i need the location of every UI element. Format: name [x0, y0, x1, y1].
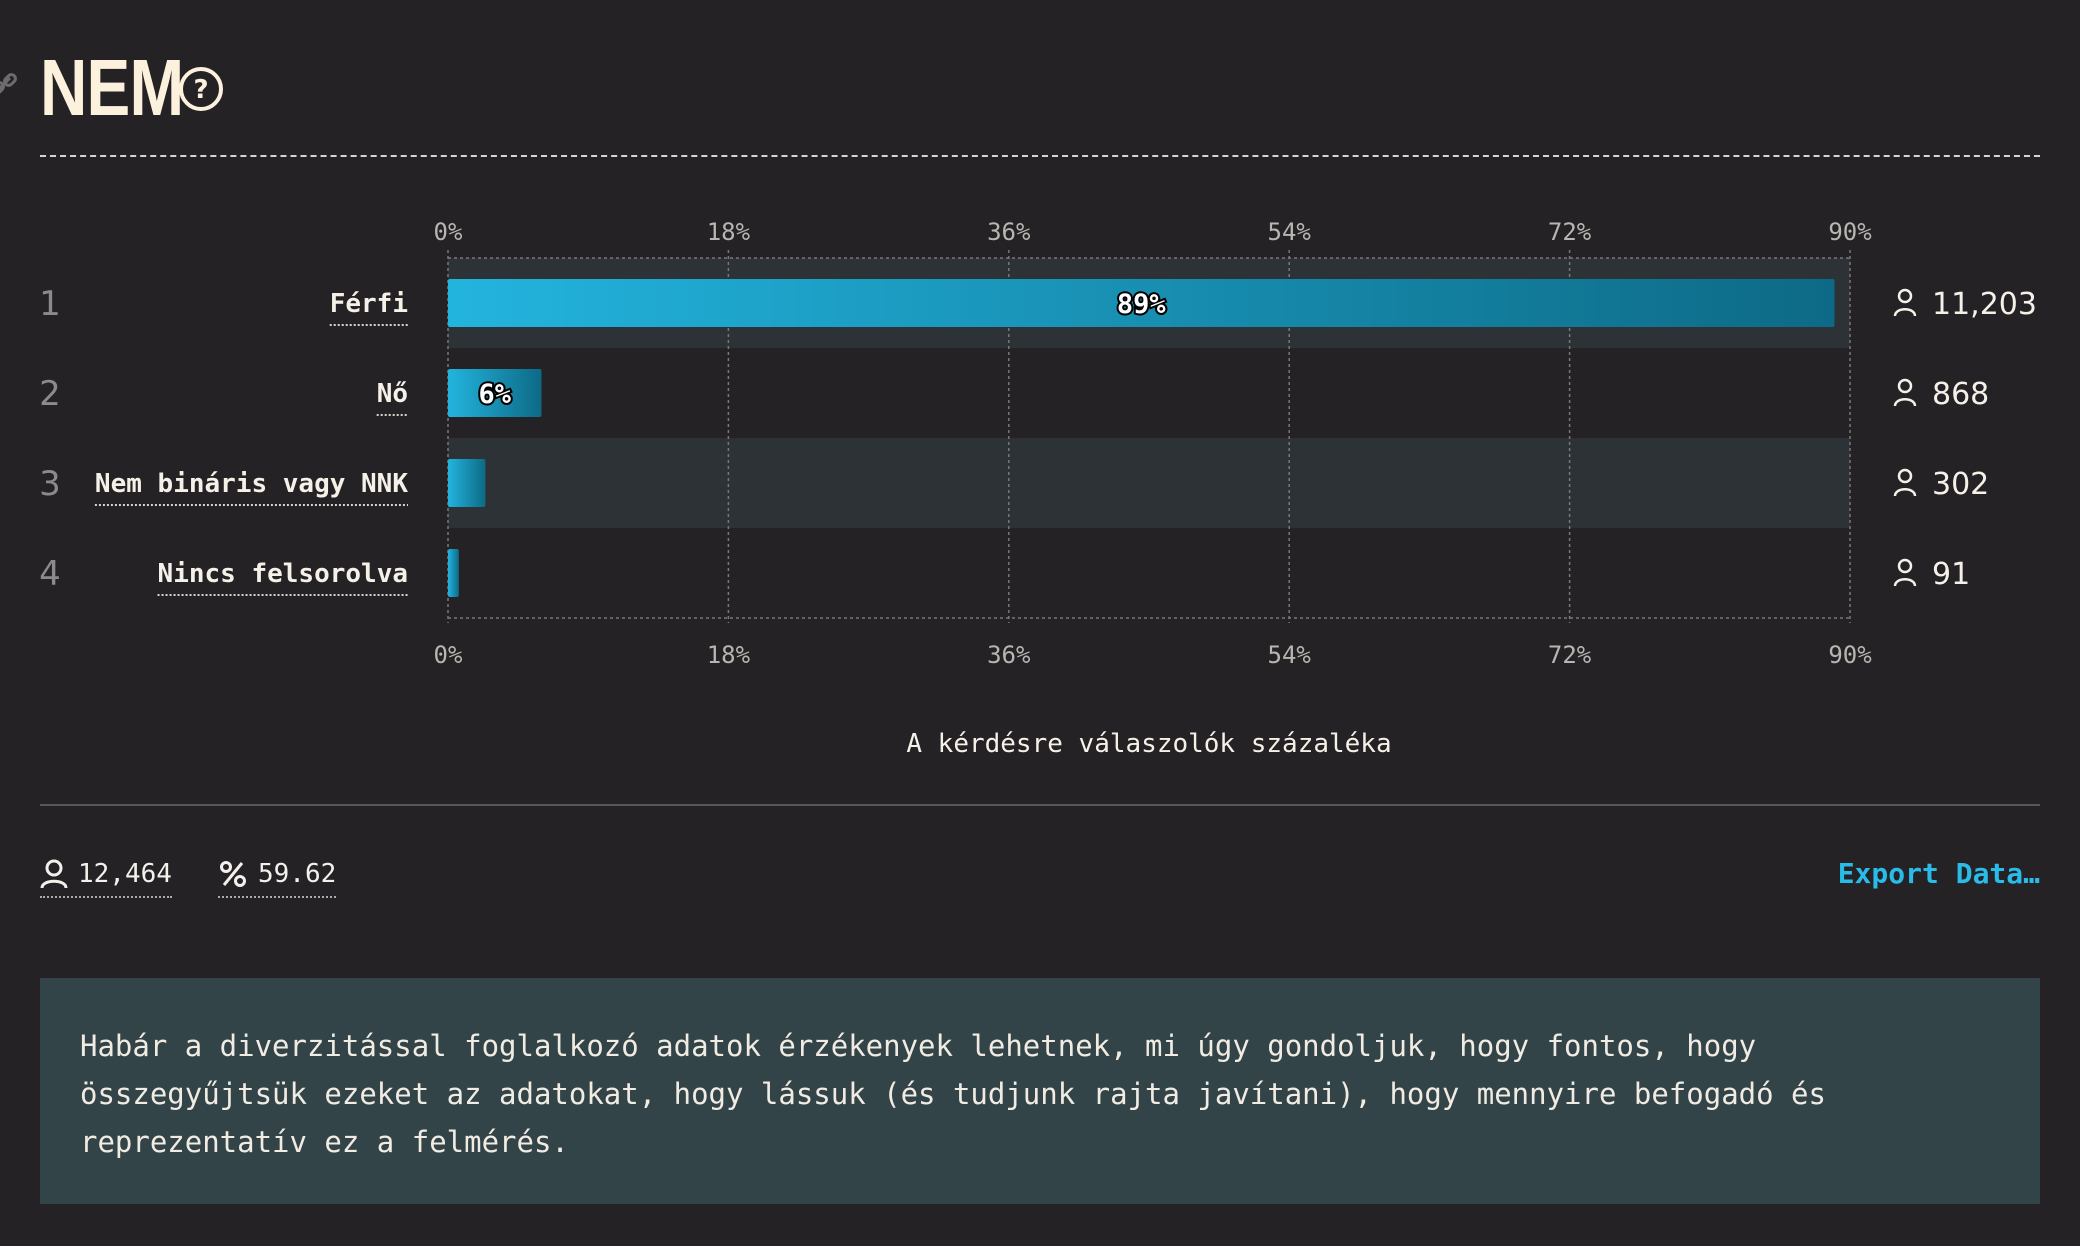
x-tick-label-top: 90% [1828, 218, 1872, 246]
chart-divider [40, 804, 2040, 806]
bar-chart: 0%0%18%18%36%36%54%54%72%72%90%90%1 Férfi… [39, 218, 2037, 759]
x-tick-label-bottom: 72% [1548, 641, 1592, 669]
row-band [448, 438, 1850, 528]
person-icon [1893, 288, 1917, 317]
respondent-count: 868 [1932, 377, 1989, 412]
x-tick-label-bottom: 54% [1268, 641, 1312, 669]
respondents-value: 12,464 [78, 859, 172, 889]
section-title: NEM [40, 43, 184, 132]
person-icon [1893, 558, 1917, 587]
x-tick-label-top: 54% [1268, 218, 1312, 246]
help-circle-icon[interactable]: ? [178, 66, 224, 112]
svg-text:?: ? [193, 75, 208, 105]
bar [448, 549, 459, 597]
person-icon [1893, 468, 1917, 497]
category-label[interactable]: Nem bináris vagy NNK [95, 469, 408, 499]
x-tick-label-bottom: 18% [707, 641, 751, 669]
category-label[interactable]: Nincs felsorolva [158, 559, 408, 589]
respondent-count: 302 [1932, 467, 1989, 502]
bar [448, 459, 486, 507]
respondent-count: 11,203 [1932, 287, 2037, 322]
response-rate-stat[interactable]: 59.62 [218, 852, 337, 898]
bar-value-label: 6% [478, 379, 511, 410]
x-tick-label-bottom: 0% [434, 641, 463, 669]
x-tick-label-bottom: 36% [987, 641, 1031, 669]
category-label[interactable]: Férfi [330, 289, 408, 319]
link-icon[interactable] [0, 70, 18, 98]
rank-number: 3 [39, 464, 61, 504]
percent-value: 59.62 [258, 859, 337, 889]
export-data-link[interactable]: Export Data… [1837, 857, 2040, 890]
percent-icon [220, 861, 246, 887]
respondent-count: 91 [1932, 557, 1970, 592]
bar-value-label: 89% [1117, 289, 1167, 320]
rank-number: 1 [39, 284, 61, 324]
x-tick-label-top: 36% [987, 218, 1031, 246]
title-divider [40, 155, 2040, 157]
bar [448, 369, 542, 417]
diversity-note: Habár a diverzitással foglalkozó adatok … [40, 978, 2040, 1204]
total-respondents-stat[interactable]: 12,464 [40, 852, 172, 898]
rank-number: 4 [39, 554, 61, 594]
x-axis-label: A kérdésre válaszolók százaléka [906, 729, 1391, 759]
category-label[interactable]: Nő [377, 379, 408, 409]
bar [448, 279, 1835, 327]
person-icon [1893, 378, 1917, 407]
person-icon [40, 859, 68, 889]
x-tick-label-top: 0% [434, 218, 463, 246]
x-tick-label-bottom: 90% [1828, 641, 1872, 669]
x-tick-label-top: 18% [707, 218, 751, 246]
rank-number: 2 [39, 374, 61, 414]
x-tick-label-top: 72% [1548, 218, 1592, 246]
